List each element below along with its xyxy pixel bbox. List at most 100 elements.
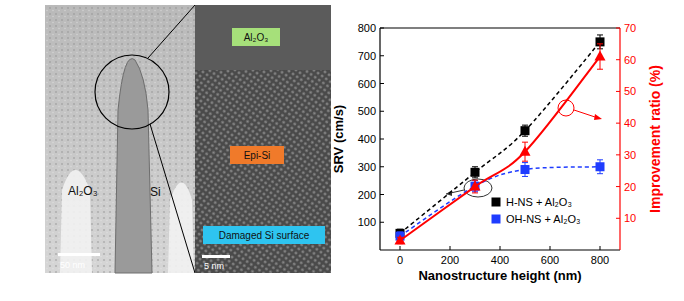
tem-label: Al₂O₃ (68, 184, 98, 198)
series-marker (395, 234, 406, 244)
amorphous-layer (195, 5, 331, 70)
legend-label: H-NS + Al₂O₃ (506, 196, 572, 208)
y-tick-label: 400 (358, 133, 376, 145)
y2-axis (619, 28, 620, 250)
y-tick-label: 600 (358, 78, 376, 90)
x-axis-title: Nanostructure height (nm) (418, 268, 581, 283)
y-tick-label: 800 (358, 22, 376, 34)
y2-tick (616, 154, 620, 155)
tem-label: Si (150, 185, 161, 199)
tem-label: Damaged Si surface (219, 230, 310, 241)
legend-swatch (492, 215, 501, 224)
error-cap (597, 159, 603, 160)
x-tick (400, 246, 401, 250)
y2-tick-label: 40 (624, 117, 636, 129)
y2-tick (616, 28, 620, 29)
x-tick-label: 0 (397, 254, 403, 266)
y2-tick-label: 60 (624, 54, 636, 66)
legend: H-NS + Al₂O₃OH-NS + Al₂O₃ (492, 196, 581, 225)
y2-tick-label: 20 (624, 181, 636, 193)
y-tick-label: 300 (358, 161, 376, 173)
tem-label: Al₂O₃ (244, 32, 269, 43)
plot-area (395, 35, 606, 245)
y-tick (380, 194, 384, 195)
y2-tick-label: 10 (624, 212, 636, 224)
series-line (400, 57, 600, 241)
y-tick (380, 139, 384, 140)
x-tick (550, 246, 551, 250)
figure: Al₂O₃ Si 50 nm Al₂O₃ Epi-Si Damaged Si surfac… (0, 0, 684, 301)
annotation-ellipse (464, 179, 492, 197)
y-tick (380, 111, 384, 112)
y2-tick (616, 91, 620, 92)
error-cap (597, 69, 603, 70)
tem-panel-1: Al₂O₃ Si 50 nm (45, 5, 195, 273)
scale-bar (58, 253, 100, 256)
x-tick-label: 400 (491, 254, 509, 266)
series-marker (471, 168, 480, 177)
y-tick-label: 700 (358, 50, 376, 62)
series-marker (521, 165, 530, 174)
y-tick (380, 166, 384, 167)
error-cap (522, 161, 528, 162)
y-tick (380, 28, 384, 29)
label-box (230, 146, 284, 164)
x-tick-label: 800 (591, 254, 609, 266)
y2-axis-title: Improvement ratio (%) (647, 65, 663, 213)
label-box (232, 28, 280, 46)
x-tick (450, 246, 451, 250)
scale-bar-label: 5 nm (204, 261, 224, 271)
error-cap (472, 166, 478, 167)
series-marker (595, 51, 606, 61)
label-box (203, 226, 325, 244)
error-cap (522, 125, 528, 126)
tem-image (195, 5, 331, 273)
annotation-arrow (574, 110, 598, 118)
error-cap (522, 136, 528, 137)
y-tick (380, 55, 384, 56)
y-tick (380, 222, 384, 223)
legend-swatch (492, 198, 501, 207)
zoom-line (150, 124, 195, 273)
series-line (400, 167, 600, 236)
error-cap (522, 176, 528, 177)
si-pillar (115, 59, 152, 273)
error-cap (597, 43, 603, 44)
error-cap (522, 162, 528, 163)
error-cap (597, 173, 603, 174)
tem-panel-2: Al₂O₃ Epi-Si Damaged Si surface 5 nm (195, 5, 331, 273)
y2-tick-label: 30 (624, 149, 636, 161)
y2-tick-label: 50 (624, 85, 636, 97)
error-cap (597, 34, 603, 35)
zoom-circle (95, 55, 169, 129)
y2-tick-label: 70 (624, 22, 636, 34)
series-marker (520, 146, 531, 156)
series-marker (470, 181, 481, 191)
lattice (195, 70, 331, 273)
zoom-line (148, 5, 195, 58)
x-tick-label: 200 (441, 254, 459, 266)
y2-tick (616, 218, 620, 219)
y2-tick (616, 59, 620, 60)
y-tick-label: 500 (358, 105, 376, 117)
y-tick-label: 100 (358, 216, 376, 228)
x-tick (500, 246, 501, 250)
series-marker (521, 126, 530, 135)
y-axis-title: SRV (cm/s) (331, 105, 346, 173)
annotation-arrowhead (594, 114, 602, 120)
series-marker (596, 162, 605, 171)
scale-bar (202, 255, 230, 258)
scale-bar-label: 50 nm (60, 260, 85, 270)
series-line (400, 42, 600, 233)
chart: 0 200 400 600 800 100 200 300 400 500 600 700 800 10 2… (331, 22, 663, 283)
y-tick-label: 200 (358, 189, 376, 201)
tem-image (45, 5, 195, 273)
x-tick-label: 600 (541, 254, 559, 266)
y2-tick (616, 186, 620, 187)
error-cap (472, 192, 478, 193)
texture (45, 5, 195, 273)
error-cap (472, 177, 478, 178)
frame-top (380, 27, 620, 28)
y-tick (380, 83, 384, 84)
tem-label: Epi-Si (244, 150, 271, 161)
